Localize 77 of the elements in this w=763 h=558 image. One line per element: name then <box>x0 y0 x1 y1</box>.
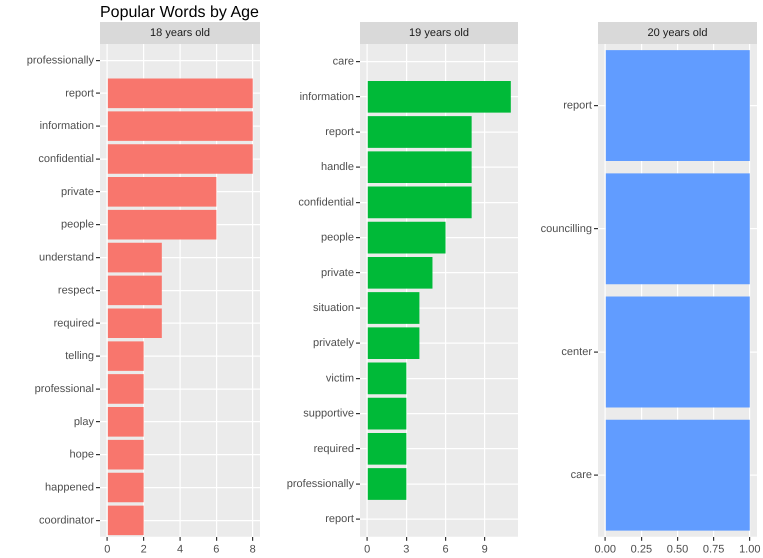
y-tick-label: victim <box>326 372 354 384</box>
bar <box>368 292 420 324</box>
x-tick-label: 0 <box>104 543 110 556</box>
y-tick-label: professionally <box>286 478 354 490</box>
y-tick-label: handle <box>320 161 354 174</box>
bar <box>368 398 406 430</box>
x-tick-label: 3 <box>403 543 410 556</box>
y-tick-label: report <box>65 87 94 100</box>
bar <box>108 506 144 536</box>
bar <box>108 440 144 470</box>
y-tick-label: private <box>60 186 94 198</box>
y-tick-label: report <box>325 126 354 138</box>
y-tick-label: confidential <box>38 153 94 166</box>
y-tick-label: private <box>320 266 354 279</box>
bar <box>108 177 216 207</box>
y-tick-label: care <box>332 56 354 68</box>
bar <box>108 308 162 338</box>
chart-title: Popular Words by Age <box>100 4 259 22</box>
y-tick-label: professionally <box>26 54 94 66</box>
bar <box>108 144 253 174</box>
y-tick-label: report <box>563 100 592 112</box>
y-tick-label: required <box>314 442 354 455</box>
y-tick-label: professional <box>34 382 94 395</box>
y-tick-label: play <box>74 416 94 428</box>
y-tick-label: happened <box>45 482 94 494</box>
x-tick-label: 6 <box>213 543 220 556</box>
bar <box>108 242 162 272</box>
bar <box>368 186 472 218</box>
x-tick-label: 1.00 <box>739 543 760 556</box>
bar <box>368 151 472 184</box>
bar <box>108 341 144 371</box>
y-tick-label: understand <box>38 252 94 264</box>
bar <box>108 210 216 240</box>
bar <box>108 407 144 437</box>
y-tick-label: confidential <box>298 196 354 208</box>
bar <box>108 472 144 502</box>
x-tick-label: 4 <box>176 543 184 556</box>
y-tick-label: care <box>570 469 592 482</box>
y-tick-label: supportive <box>303 408 354 420</box>
y-tick-label: information <box>300 90 354 103</box>
y-tick-label: people <box>60 218 94 231</box>
bar <box>108 78 253 108</box>
y-tick-label: information <box>40 120 94 132</box>
x-tick-label: 2 <box>140 543 147 556</box>
bar <box>368 327 420 360</box>
x-tick-label: 6 <box>442 543 449 556</box>
y-tick-label: situation <box>313 302 354 314</box>
y-tick-label: telling <box>65 350 94 362</box>
x-tick-label: 0.25 <box>630 543 652 556</box>
bar <box>368 432 406 465</box>
chart-subtitle: 19 years old <box>409 27 469 40</box>
y-tick-label: privately <box>313 337 354 350</box>
y-tick-label: center <box>561 346 592 358</box>
bar <box>368 468 406 500</box>
bar <box>368 256 432 289</box>
y-tick-label: required <box>54 317 94 330</box>
bar <box>368 222 446 254</box>
bar <box>368 116 472 148</box>
bar <box>108 111 253 141</box>
x-tick-label: 0.50 <box>666 543 688 556</box>
bar <box>108 374 144 404</box>
x-tick-label: 0.00 <box>594 543 616 556</box>
x-tick-label: 0 <box>364 543 370 556</box>
y-tick-label: people <box>320 232 354 244</box>
y-tick-label: respect <box>58 284 94 296</box>
bar <box>368 80 511 113</box>
y-tick-label: councilling <box>540 222 592 235</box>
y-tick-label: hope <box>70 448 94 461</box>
y-tick-label: coordinator <box>38 514 94 526</box>
x-tick-label: 9 <box>482 543 488 556</box>
chart-subtitle: 20 years old <box>648 27 708 40</box>
chart-subtitle: 18 years old <box>150 27 210 40</box>
x-tick-label: 8 <box>250 543 256 556</box>
x-tick-label: 0.75 <box>702 543 724 556</box>
bar <box>368 362 406 394</box>
bar <box>108 276 162 306</box>
y-tick-label: report <box>325 513 354 526</box>
